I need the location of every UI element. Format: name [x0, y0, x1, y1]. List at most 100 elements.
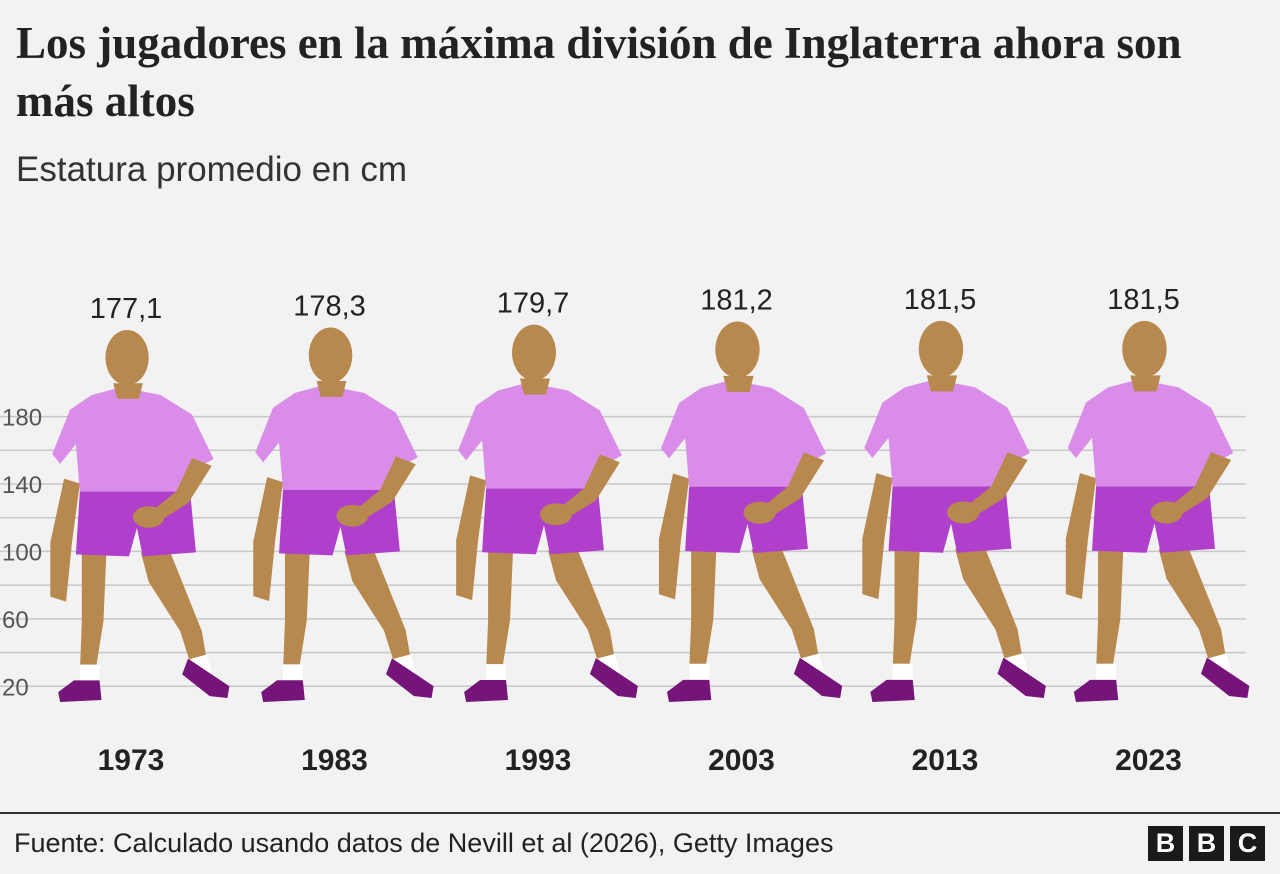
player-leg [1096, 548, 1124, 672]
player-arm [862, 473, 893, 600]
grid-layer [0, 415, 1246, 688]
bbc-logo-letter: B [1189, 826, 1224, 861]
player-figures [50, 320, 1250, 703]
player-leg [751, 549, 821, 668]
bbc-logo: B B C [1148, 826, 1265, 861]
player-neck [316, 381, 347, 397]
player-figure-2023 [1065, 320, 1250, 703]
year-label: 1983 [301, 744, 368, 777]
value-label: 179,7 [497, 288, 570, 320]
y-tick-label: 20 [2, 674, 29, 701]
player-figure-1993 [456, 324, 638, 702]
player-neck [520, 378, 550, 395]
player-leg [282, 551, 310, 673]
player-boot [58, 680, 102, 702]
value-label: 181,2 [700, 284, 773, 316]
player-neck [723, 375, 754, 392]
player-sock [79, 664, 100, 685]
player-hand [1150, 501, 1183, 524]
player-hand [132, 506, 165, 528]
year-labels: 1973 1983 1993 2003 2013 2023 [98, 744, 1182, 777]
player-arm [1065, 473, 1097, 600]
player-boot [386, 658, 434, 699]
player-figure-2003 [658, 321, 843, 703]
player-head [918, 320, 964, 378]
year-label: 2023 [1115, 744, 1182, 777]
player-head [512, 324, 556, 381]
player-arm [658, 473, 690, 600]
source-note: Fuente: Calculado usando datos de Nevill… [14, 828, 834, 858]
chart-subtitle: Estatura promedio en cm [16, 150, 408, 189]
player-sock [282, 664, 303, 685]
y-tick-label: 100 [2, 539, 42, 566]
player-leg [547, 550, 616, 669]
player-arm [456, 475, 487, 601]
year-label: 1973 [98, 744, 165, 777]
player-leg [1158, 548, 1228, 668]
player-boot [464, 680, 509, 702]
player-neck [1130, 375, 1161, 392]
player-boot [667, 679, 712, 703]
player-shirt [660, 379, 827, 487]
player-sock [1096, 663, 1117, 684]
player-hand [947, 501, 980, 524]
player-figure-1983 [253, 327, 434, 702]
player-leg [140, 552, 208, 669]
value-label: 177,1 [90, 293, 163, 325]
player-hand [743, 501, 776, 524]
chart-title: Los jugadores en la máxima división de I… [16, 18, 1182, 126]
value-labels: 177,1 178,3 179,7 181,2 181,5 181,5 [90, 284, 1180, 325]
player-hand [336, 504, 369, 527]
player-figure-1973 [50, 330, 230, 702]
bbc-logo-letter: B [1148, 826, 1183, 861]
player-leg [79, 552, 107, 673]
player-shirt [255, 385, 418, 491]
y-tick-label: 180 [2, 405, 42, 432]
player-leg [892, 548, 920, 672]
player-arm [551, 454, 620, 521]
y-tick-label: 60 [2, 607, 29, 634]
player-arm [253, 477, 283, 601]
player-boot [261, 680, 305, 702]
player-arm [959, 451, 1028, 519]
player-sock [486, 664, 507, 685]
player-arm [144, 457, 212, 523]
y-axis-ticks: 20 60 100 140 180 [2, 405, 42, 702]
player-sock [689, 663, 710, 684]
value-label: 181,5 [1107, 284, 1180, 316]
player-shirt [1067, 379, 1234, 487]
value-label: 181,5 [904, 284, 977, 316]
player-arm [348, 456, 416, 522]
player-boot [793, 657, 843, 698]
player-boot [870, 679, 915, 703]
player-boot [182, 658, 230, 699]
player-head [308, 327, 353, 384]
player-boot [1073, 679, 1119, 703]
player-boot [997, 657, 1046, 698]
player-head [105, 330, 149, 386]
player-leg [344, 551, 412, 669]
player-leg [689, 549, 717, 672]
player-leg [486, 550, 514, 673]
player-arm [50, 478, 80, 602]
player-shirt [52, 387, 214, 492]
player-figure-2013 [862, 320, 1046, 703]
player-sock [892, 663, 913, 684]
player-shirt [864, 379, 1030, 487]
player-shirt [458, 382, 622, 489]
player-head [1122, 320, 1167, 378]
y-tick-label: 140 [2, 472, 42, 499]
player-neck [926, 375, 958, 392]
player-leg [955, 548, 1024, 668]
player-boot [1200, 657, 1250, 698]
player-boot [589, 658, 638, 699]
year-label: 2003 [708, 744, 775, 777]
bbc-logo-letter: C [1230, 826, 1265, 861]
player-head [715, 321, 760, 378]
value-label: 178,3 [293, 291, 366, 323]
footer-divider [0, 812, 1280, 814]
player-hand [539, 503, 572, 526]
player-arm [755, 452, 825, 519]
player-arm [1162, 451, 1232, 519]
